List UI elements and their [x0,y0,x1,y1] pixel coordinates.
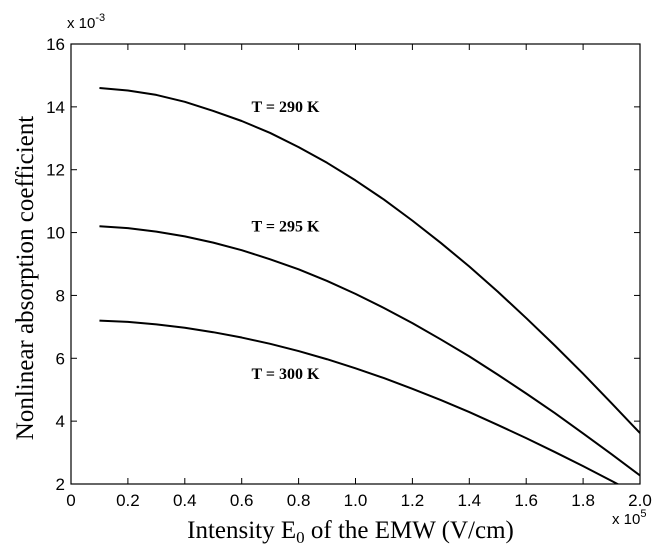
series-line-2 [99,225,640,477]
x-tick-label: 1.6 [514,491,538,510]
x-tick-label: 1.4 [457,491,481,510]
x-tick-label: 0.8 [287,491,311,510]
x-tick-label: 0.6 [230,491,254,510]
y-tick-label: 2 [56,475,65,494]
series-line-3 [99,319,620,484]
y-tick-label: 16 [46,35,65,54]
x-axis-multiplier: x 105 [612,508,646,528]
y-tick-label: 10 [46,224,65,243]
axes-frame [70,43,641,485]
y-tick-label: 14 [46,98,65,117]
x-tick-label: 1.8 [571,491,595,510]
x-tick-label: 0.2 [116,491,140,510]
x-tick-label: 1.0 [344,491,368,510]
y-tick-label: 8 [56,286,65,305]
curve-label-3: T = 300 K [252,366,321,383]
curve-label-1: T = 290 K [252,99,321,116]
text-layer: x 10-3 x 105 Intensity E0 of the EMW (V/… [12,12,646,547]
series-line-1 [99,87,640,434]
x-tick-label: 0.4 [173,491,197,510]
x-tick-label: 0 [66,491,75,510]
curve-label-2: T = 295 K [252,218,321,235]
plot-area: 0 0.2 0.4 0.6 0.8 1.0 1.2 1.4 1.6 1.8 2.0 2 4 6 8 10 12 1… [46,35,652,510]
y-tick-label: 4 [56,412,65,431]
y-axis-title: Nonlinear absorption coefficient [12,116,39,440]
x-tick-label: 2.0 [628,491,652,510]
x-tick-label: 1.2 [401,491,425,510]
y-tick-label: 6 [56,349,65,368]
y-tick-label: 12 [46,161,65,180]
x-axis-title: Intensity E0 of the EMW (V/cm) [187,517,514,547]
y-axis-multiplier: x 10-3 [67,12,105,32]
